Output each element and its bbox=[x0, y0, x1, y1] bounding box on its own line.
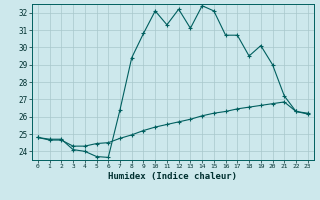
X-axis label: Humidex (Indice chaleur): Humidex (Indice chaleur) bbox=[108, 172, 237, 181]
